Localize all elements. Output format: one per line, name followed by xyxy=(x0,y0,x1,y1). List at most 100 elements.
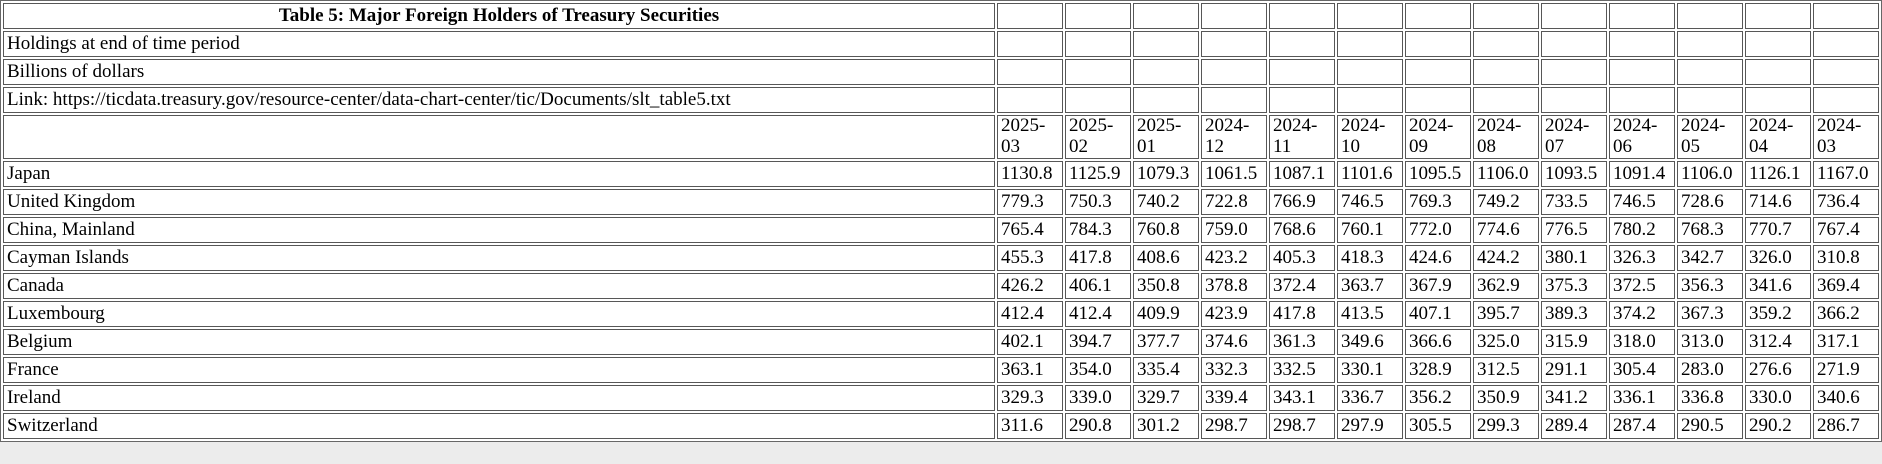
value-cell: 1079.3 xyxy=(1133,160,1199,187)
value-cell: 287.4 xyxy=(1609,412,1675,439)
row-label: Belgium xyxy=(3,328,995,355)
empty-cell xyxy=(1065,87,1131,113)
value-cell: 305.5 xyxy=(1405,412,1471,439)
row-label: Switzerland xyxy=(3,412,995,439)
value-cell: 406.1 xyxy=(1065,272,1131,299)
row-label: Cayman Islands xyxy=(3,244,995,271)
value-cell: 767.4 xyxy=(1813,216,1879,243)
value-cell: 1091.4 xyxy=(1609,160,1675,187)
value-cell: 750.3 xyxy=(1065,188,1131,215)
value-cell: 367.9 xyxy=(1405,272,1471,299)
table-row: United Kingdom 779.3 750.3 740.2 722.8 766.9 7… xyxy=(3,188,1879,215)
empty-cell xyxy=(1405,87,1471,113)
value-cell: 772.0 xyxy=(1405,216,1471,243)
row-label: Japan xyxy=(3,160,995,187)
empty-cell xyxy=(1541,59,1607,85)
empty-cell xyxy=(1677,3,1743,29)
row-label: China, Mainland xyxy=(3,216,995,243)
value-cell: 768.6 xyxy=(1269,216,1335,243)
value-cell: 332.3 xyxy=(1201,356,1267,383)
value-cell: 759.0 xyxy=(1201,216,1267,243)
value-cell: 341.2 xyxy=(1541,384,1607,411)
empty-cell xyxy=(1405,3,1471,29)
subtitle-row: Billions of dollars xyxy=(3,59,1879,85)
empty-cell xyxy=(1337,3,1403,29)
column-header: 2024-03 xyxy=(1813,115,1879,159)
subtitle-cell: Link: https://ticdata.treasury.gov/resou… xyxy=(3,87,995,113)
empty-cell xyxy=(1133,87,1199,113)
empty-cell xyxy=(997,59,1063,85)
value-cell: 291.1 xyxy=(1541,356,1607,383)
column-header: 2024-05 xyxy=(1677,115,1743,159)
value-cell: 779.3 xyxy=(997,188,1063,215)
value-cell: 408.6 xyxy=(1133,244,1199,271)
value-cell: 372.4 xyxy=(1269,272,1335,299)
value-cell: 455.3 xyxy=(997,244,1063,271)
value-cell: 312.4 xyxy=(1745,328,1811,355)
value-cell: 336.8 xyxy=(1677,384,1743,411)
value-cell: 290.2 xyxy=(1745,412,1811,439)
empty-cell xyxy=(1609,3,1675,29)
value-cell: 1126.1 xyxy=(1745,160,1811,187)
value-cell: 405.3 xyxy=(1269,244,1335,271)
subtitle-row: Holdings at end of time period xyxy=(3,31,1879,57)
value-cell: 1125.9 xyxy=(1065,160,1131,187)
value-cell: 749.2 xyxy=(1473,188,1539,215)
value-cell: 372.5 xyxy=(1609,272,1675,299)
empty-cell xyxy=(1473,87,1539,113)
value-cell: 290.8 xyxy=(1065,412,1131,439)
value-cell: 378.8 xyxy=(1201,272,1267,299)
table-row: China, Mainland 765.4 784.3 760.8 759.0 768.6… xyxy=(3,216,1879,243)
table-row: Luxembourg 412.4 412.4 409.9 423.9 417.8 413.5… xyxy=(3,300,1879,327)
column-header: 2024-07 xyxy=(1541,115,1607,159)
empty-cell xyxy=(1065,59,1131,85)
value-cell: 366.6 xyxy=(1405,328,1471,355)
value-cell: 380.1 xyxy=(1541,244,1607,271)
table-row: Belgium 402.1 394.7 377.7 374.6 361.3 349.6 366… xyxy=(3,328,1879,355)
value-cell: 349.6 xyxy=(1337,328,1403,355)
value-cell: 361.3 xyxy=(1269,328,1335,355)
empty-cell xyxy=(1201,59,1267,85)
empty-cell xyxy=(1133,31,1199,57)
title-row: Table 5: Major Foreign Holders of Treasu… xyxy=(3,3,1879,29)
empty-cell xyxy=(1745,3,1811,29)
value-cell: 336.7 xyxy=(1337,384,1403,411)
empty-cell xyxy=(1745,31,1811,57)
value-cell: 356.3 xyxy=(1677,272,1743,299)
empty-cell xyxy=(1745,59,1811,85)
value-cell: 374.6 xyxy=(1201,328,1267,355)
empty-cell xyxy=(997,3,1063,29)
empty-cell xyxy=(1677,59,1743,85)
value-cell: 377.7 xyxy=(1133,328,1199,355)
value-cell: 374.2 xyxy=(1609,300,1675,327)
value-cell: 722.8 xyxy=(1201,188,1267,215)
value-cell: 765.4 xyxy=(997,216,1063,243)
value-cell: 301.2 xyxy=(1133,412,1199,439)
empty-cell xyxy=(1133,59,1199,85)
table-row: Switzerland 311.6 290.8 301.2 298.7 298.7 297.… xyxy=(3,412,1879,439)
value-cell: 402.1 xyxy=(997,328,1063,355)
column-header: 2025-02 xyxy=(1065,115,1131,159)
value-cell: 363.1 xyxy=(997,356,1063,383)
empty-cell xyxy=(1201,31,1267,57)
empty-cell xyxy=(1337,31,1403,57)
value-cell: 356.2 xyxy=(1405,384,1471,411)
value-cell: 362.9 xyxy=(1473,272,1539,299)
value-cell: 770.7 xyxy=(1745,216,1811,243)
empty-cell xyxy=(1609,31,1675,57)
subtitle-cell: Billions of dollars xyxy=(3,59,995,85)
value-cell: 363.7 xyxy=(1337,272,1403,299)
value-cell: 328.9 xyxy=(1405,356,1471,383)
value-cell: 409.9 xyxy=(1133,300,1199,327)
empty-cell xyxy=(1677,31,1743,57)
empty-cell xyxy=(1065,3,1131,29)
value-cell: 318.0 xyxy=(1609,328,1675,355)
value-cell: 315.9 xyxy=(1541,328,1607,355)
empty-cell xyxy=(1201,3,1267,29)
empty-cell xyxy=(997,87,1063,113)
value-cell: 290.5 xyxy=(1677,412,1743,439)
column-header: 2024-12 xyxy=(1201,115,1267,159)
row-label: France xyxy=(3,356,995,383)
value-cell: 329.7 xyxy=(1133,384,1199,411)
value-cell: 299.3 xyxy=(1473,412,1539,439)
